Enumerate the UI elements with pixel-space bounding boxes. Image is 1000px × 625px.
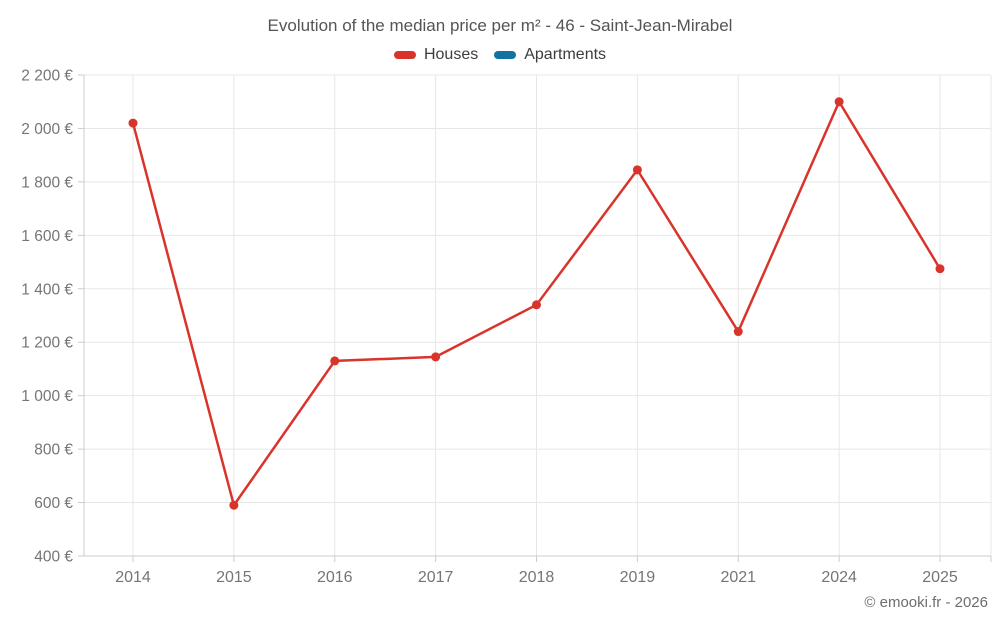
y-axis-label: 1 600 € [21,228,73,245]
legend-item-houses[interactable]: Houses [393,46,479,64]
x-axis-label: 2015 [216,569,252,586]
data-point-houses-2018[interactable] [532,300,541,310]
data-point-houses-2019[interactable] [632,165,642,175]
data-point-houses-2015[interactable] [229,500,239,510]
x-axis-label: 2016 [317,569,353,586]
x-axis-label: 2014 [115,569,151,586]
chart-title: Evolution of the median price per m² - 4… [267,16,733,35]
y-axis-label: 1 400 € [21,281,73,298]
x-axis-label: 2017 [418,569,454,586]
y-axis-label: 2 000 € [21,121,73,138]
copyright-text: © emooki.fr - 2026 [864,594,988,611]
y-axis-label: 1 200 € [21,335,73,352]
legend-item-apartments[interactable]: Apartments [494,46,606,64]
legend-label-apartments: Apartments [524,46,607,63]
chart-legend: Houses Apartments [0,46,1000,64]
y-axis-label: 2 200 € [21,68,73,85]
data-point-houses-2014[interactable] [128,118,138,128]
y-axis-label: 1 800 € [21,174,73,191]
legend-swatch-apartments [494,51,517,59]
x-axis-label: 2025 [922,569,958,586]
x-axis-label: 2019 [620,569,656,586]
y-axis-label: 800 € [34,442,73,459]
x-axis-label: 2018 [519,569,555,586]
x-axis-label: 2024 [821,569,857,586]
y-axis-label: 1 000 € [21,388,73,405]
y-axis-label: 400 € [34,549,73,566]
data-point-houses-2017[interactable] [431,352,441,362]
y-axis-label: 600 € [34,495,73,512]
x-axis-label: 2021 [720,569,756,586]
data-point-houses-2016[interactable] [330,356,340,366]
legend-label-houses: Houses [423,46,479,63]
data-point-houses-2024[interactable] [834,97,844,107]
data-point-houses-2025[interactable] [935,264,945,274]
data-point-houses-2021[interactable] [733,327,743,337]
legend-swatch-houses [393,51,416,59]
